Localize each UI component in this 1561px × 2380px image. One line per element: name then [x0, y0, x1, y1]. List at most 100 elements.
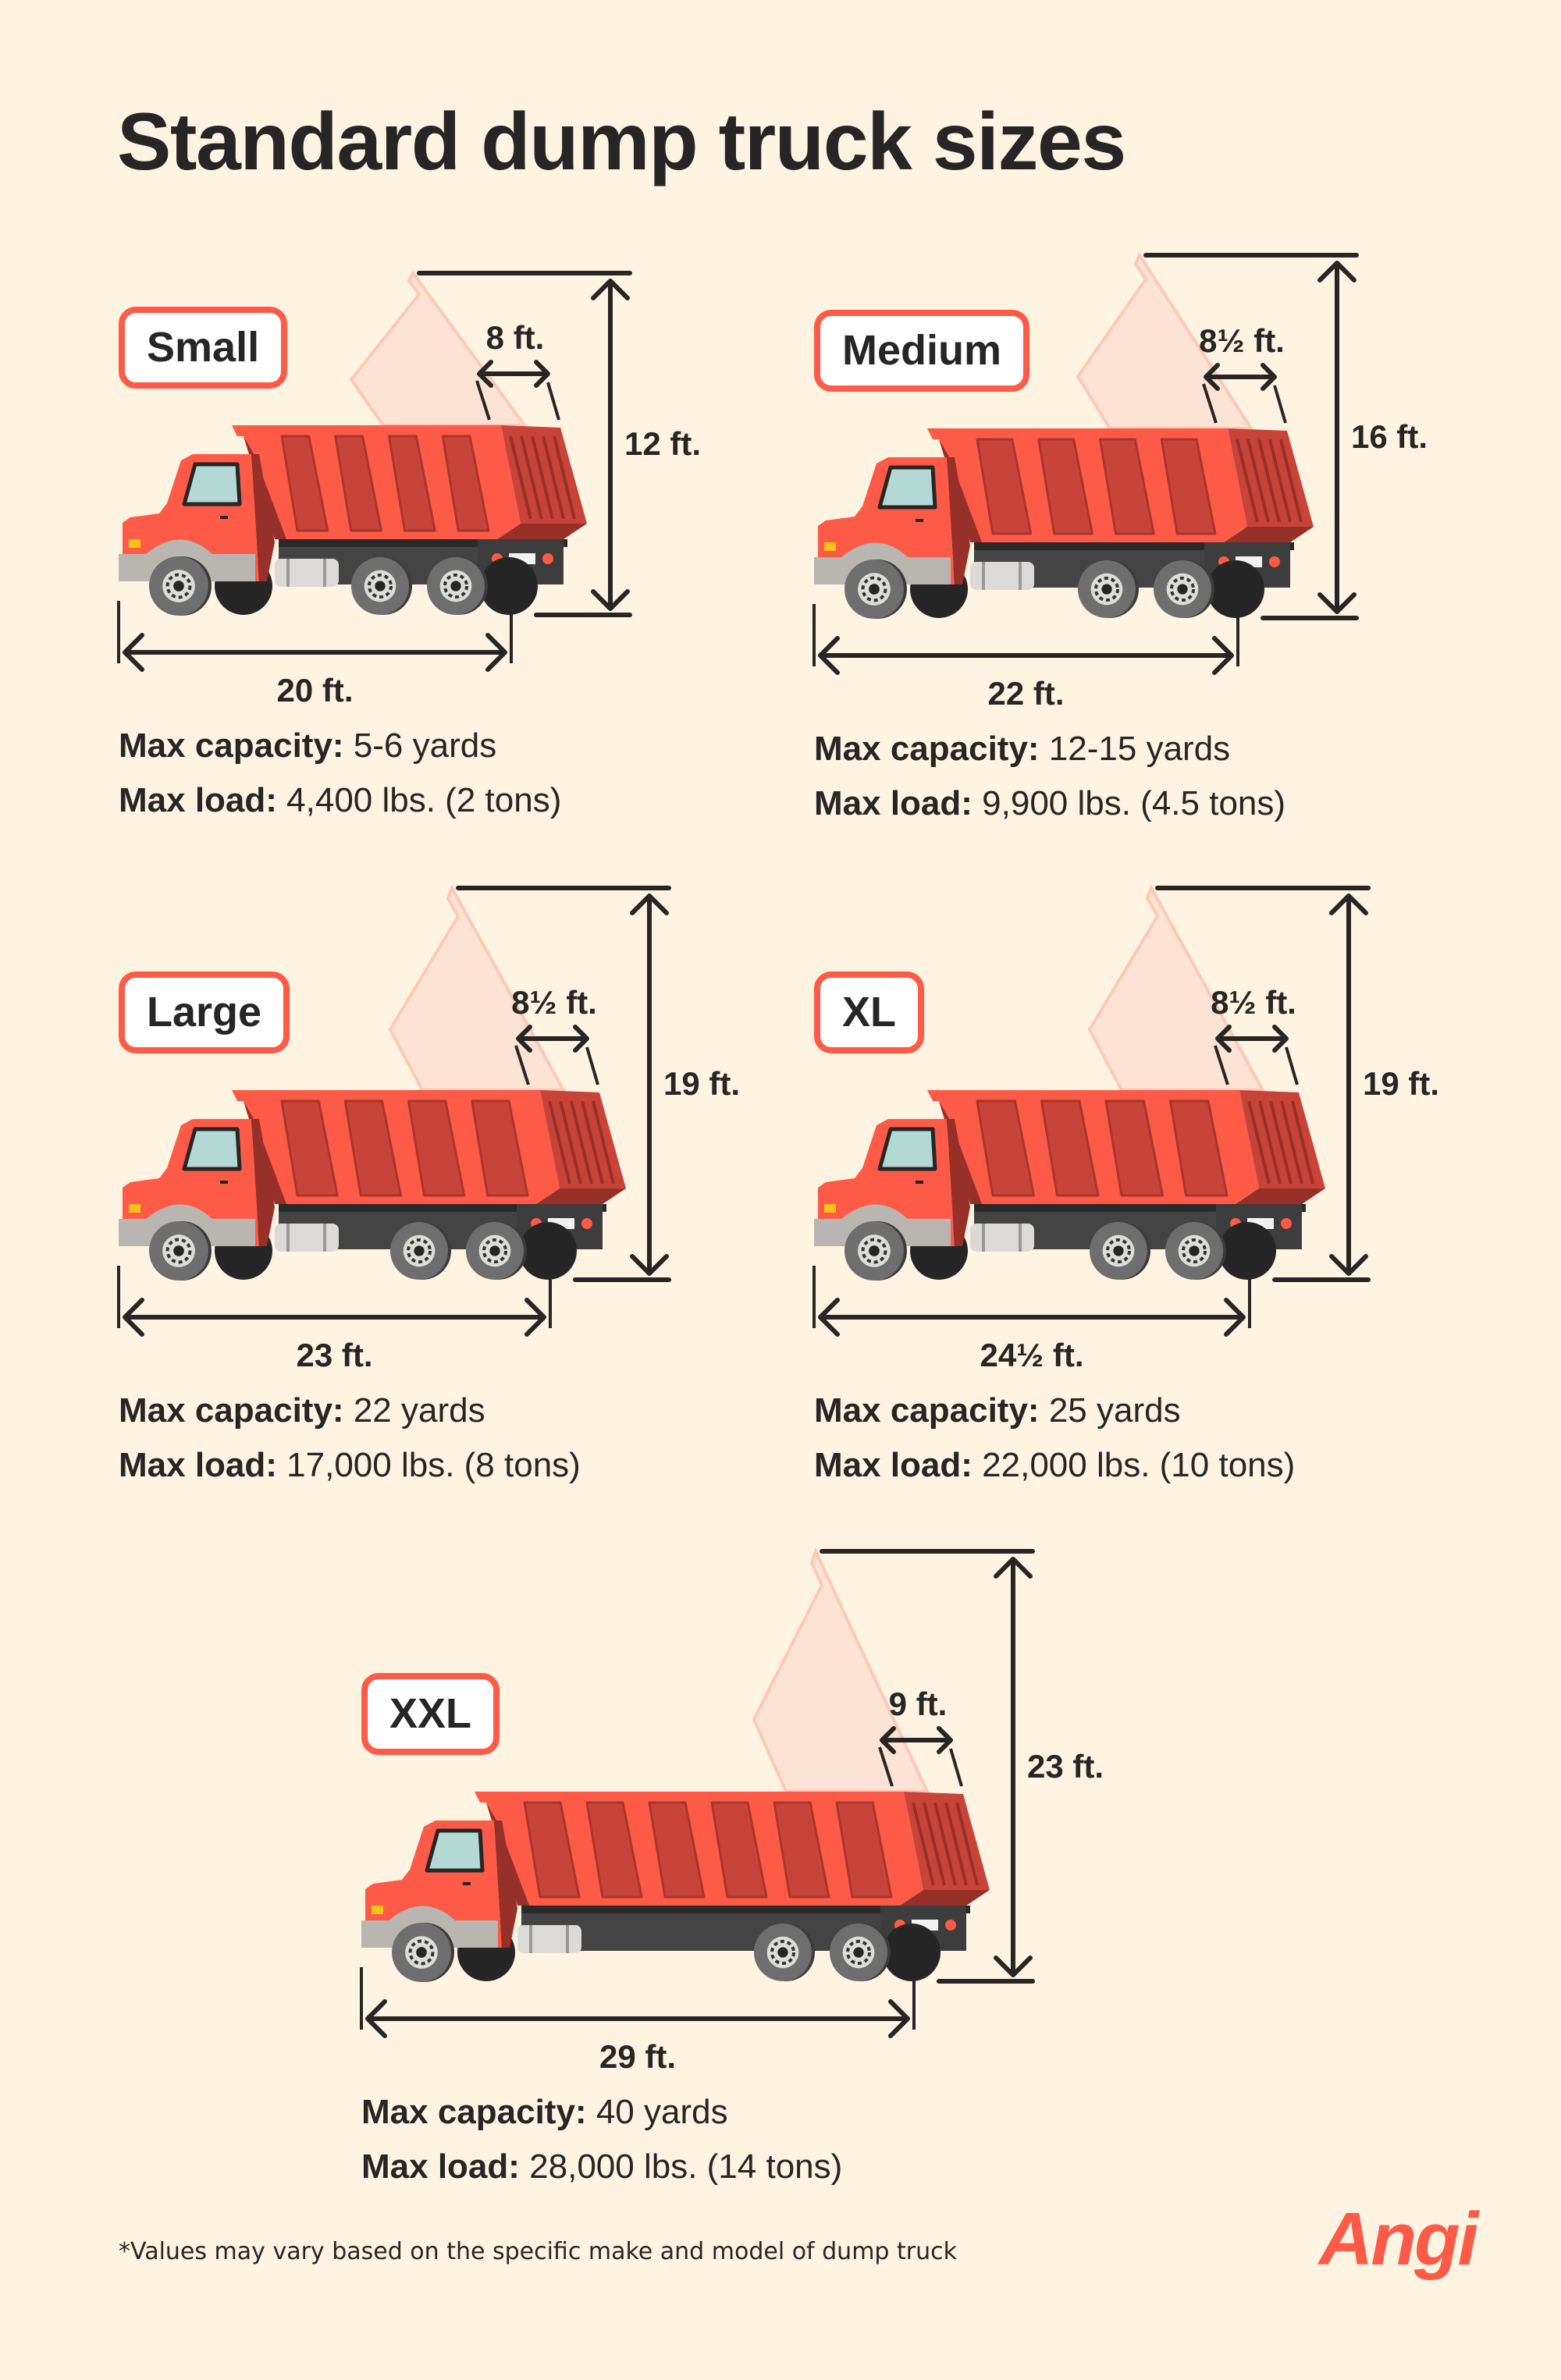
- headlight: [129, 1204, 140, 1213]
- height-label: 12 ft.: [624, 425, 702, 462]
- length-ticks: [117, 581, 513, 663]
- size-label-badge: Large: [119, 972, 290, 1053]
- capacity-label: Max capacity:: [814, 1391, 1040, 1430]
- page-title: Standard dump truck sizes: [117, 97, 1126, 187]
- length-ticks: [360, 1948, 916, 2030]
- load-line: Max load: 9,900 lbs. (4.5 tons): [814, 787, 1285, 821]
- bed-panel: [1160, 438, 1217, 535]
- rear-wheel: [351, 557, 412, 615]
- size-label-badge: XL: [814, 972, 925, 1053]
- bed-panel: [334, 435, 382, 532]
- bed-panel: [976, 1099, 1035, 1197]
- bed-panel: [1099, 438, 1155, 535]
- fuel-tank: [275, 559, 339, 587]
- rear-wheel: [427, 557, 488, 615]
- bed-panel: [280, 1099, 339, 1197]
- fuel-tank: [517, 1925, 581, 1953]
- windshield: [877, 465, 937, 510]
- rear-wheel: [466, 1222, 527, 1280]
- length-label: 29 ft.: [599, 2038, 677, 2075]
- fuel-tank: [970, 1224, 1034, 1252]
- bed-panel: [343, 1099, 402, 1197]
- load-line: Max load: 4,400 lbs. (2 tons): [119, 783, 561, 818]
- capacity-line: Max capacity: 25 yards: [814, 1394, 1181, 1428]
- length-arrow: [365, 1999, 910, 2038]
- bed-width-arrow: [1215, 1025, 1289, 1053]
- headlight: [129, 539, 140, 548]
- capacity-value: 12-15 yards: [1048, 730, 1231, 768]
- tail-light: [581, 1218, 592, 1229]
- bed-panel: [710, 1801, 768, 1899]
- dump-truck-0: [117, 270, 632, 672]
- tail-light: [1269, 556, 1280, 567]
- dump-truck-4: [360, 1547, 1035, 2038]
- bed-panel: [388, 435, 436, 532]
- height-arrow: [994, 1557, 1033, 1977]
- length-label: 24½ ft.: [980, 1337, 1084, 1373]
- capacity-value: 25 yards: [1048, 1391, 1181, 1430]
- capacity-line: Max capacity: 5-6 yards: [119, 729, 496, 763]
- footnote: *Values may vary based on the specific m…: [119, 2238, 957, 2265]
- bed-panel: [1037, 438, 1093, 535]
- rear-dual-wheel: [1207, 560, 1264, 618]
- bed-width-label: 8 ft.: [485, 319, 545, 356]
- bed-width-label: 8½ ft.: [511, 984, 597, 1021]
- capacity-label: Max capacity:: [119, 726, 344, 765]
- rear-dual-wheel: [480, 557, 538, 615]
- size-label-badge: Medium: [814, 310, 1030, 392]
- load-label: Max load:: [814, 784, 973, 822]
- windshield: [182, 462, 242, 506]
- bed-width-arrow: [516, 1025, 589, 1053]
- size-label-badge: XXL: [361, 1673, 500, 1755]
- bed-width-ticks: [1214, 1045, 1299, 1085]
- bed-panel: [835, 1801, 893, 1899]
- capacity-value: 5-6 yards: [353, 726, 497, 765]
- rear-wheel: [1090, 1222, 1150, 1280]
- bed-width-ticks: [878, 1746, 963, 1787]
- dump-truck-1: [813, 251, 1359, 675]
- front-wheel: [149, 1221, 212, 1281]
- load-value: 28,000 lbs. (14 tons): [529, 2147, 843, 2186]
- capacity-label: Max capacity:: [814, 730, 1040, 768]
- length-ticks: [813, 1246, 1251, 1328]
- bed-panel: [585, 1801, 643, 1899]
- rear-wheel: [1078, 560, 1139, 618]
- height-arrow: [1329, 893, 1368, 1276]
- tipped-bed-ghost: [349, 270, 528, 427]
- height-label: 16 ft.: [1351, 417, 1428, 455]
- bed-width-arrow: [880, 1726, 953, 1754]
- rear-dual-wheel: [519, 1222, 577, 1280]
- height-arrow: [630, 893, 669, 1276]
- rear-wheel: [1165, 1222, 1226, 1280]
- tailgate: [540, 1090, 626, 1188]
- bed-panel: [976, 438, 1033, 535]
- rear-wheel: [830, 1924, 891, 1981]
- capacity-line: Max capacity: 12-15 yards: [814, 732, 1230, 766]
- height-label: 19 ft.: [663, 1065, 741, 1102]
- bed-panel: [1104, 1099, 1164, 1197]
- load-value: 22,000 lbs. (10 tons): [982, 1446, 1296, 1484]
- length-ticks: [117, 1246, 552, 1328]
- tailgate: [1239, 1090, 1325, 1188]
- load-value: 9,900 lbs. (4.5 tons): [982, 784, 1286, 822]
- bed-width-arrow: [1204, 363, 1277, 391]
- load-line: Max load: 28,000 lbs. (14 tons): [361, 2150, 842, 2184]
- tailgate: [1228, 428, 1314, 527]
- height-label: 23 ft.: [1027, 1747, 1104, 1785]
- headlight: [824, 542, 836, 551]
- capacity-label: Max capacity:: [361, 2093, 587, 2131]
- tail-light: [1281, 1218, 1292, 1229]
- size-label-badge: Small: [119, 307, 288, 389]
- load-value: 4,400 lbs. (2 tons): [286, 781, 562, 819]
- front-wheel: [392, 1923, 454, 1982]
- length-label: 20 ft.: [276, 672, 354, 709]
- bed-panel: [648, 1801, 706, 1899]
- load-label: Max load:: [119, 781, 277, 819]
- fuel-tank: [275, 1224, 339, 1252]
- tail-light: [542, 553, 553, 564]
- windshield: [182, 1127, 242, 1171]
- dump-truck-2: [117, 884, 671, 1337]
- front-wheel: [149, 556, 212, 616]
- rear-wheel: [754, 1924, 815, 1981]
